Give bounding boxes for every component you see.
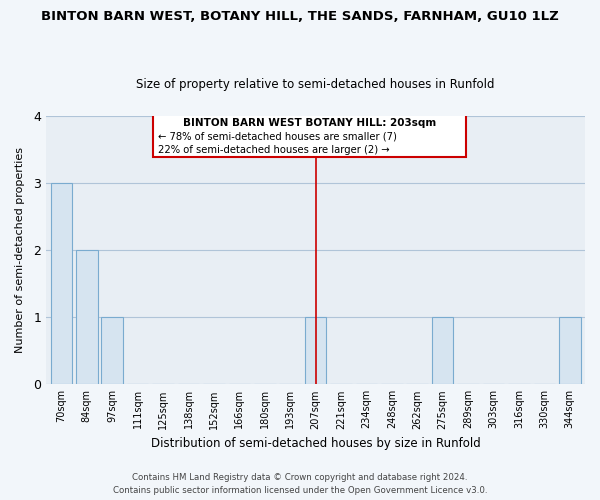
Text: Contains HM Land Registry data © Crown copyright and database right 2024.
Contai: Contains HM Land Registry data © Crown c…	[113, 474, 487, 495]
FancyBboxPatch shape	[153, 114, 466, 158]
Text: BINTON BARN WEST BOTANY HILL: 203sqm: BINTON BARN WEST BOTANY HILL: 203sqm	[182, 118, 436, 128]
Title: Size of property relative to semi-detached houses in Runfold: Size of property relative to semi-detach…	[136, 78, 495, 91]
Bar	[432, 317, 454, 384]
Bar	[559, 317, 581, 384]
Text: 22% of semi-detached houses are larger (2) →: 22% of semi-detached houses are larger (…	[158, 146, 389, 156]
X-axis label: Distribution of semi-detached houses by size in Runfold: Distribution of semi-detached houses by …	[151, 437, 481, 450]
Bar	[50, 183, 72, 384]
Text: BINTON BARN WEST, BOTANY HILL, THE SANDS, FARNHAM, GU10 1LZ: BINTON BARN WEST, BOTANY HILL, THE SANDS…	[41, 10, 559, 23]
Bar	[101, 317, 123, 384]
Bar	[76, 250, 98, 384]
Text: ← 78% of semi-detached houses are smaller (7): ← 78% of semi-detached houses are smalle…	[158, 131, 397, 141]
Bar	[305, 317, 326, 384]
Y-axis label: Number of semi-detached properties: Number of semi-detached properties	[15, 147, 25, 353]
